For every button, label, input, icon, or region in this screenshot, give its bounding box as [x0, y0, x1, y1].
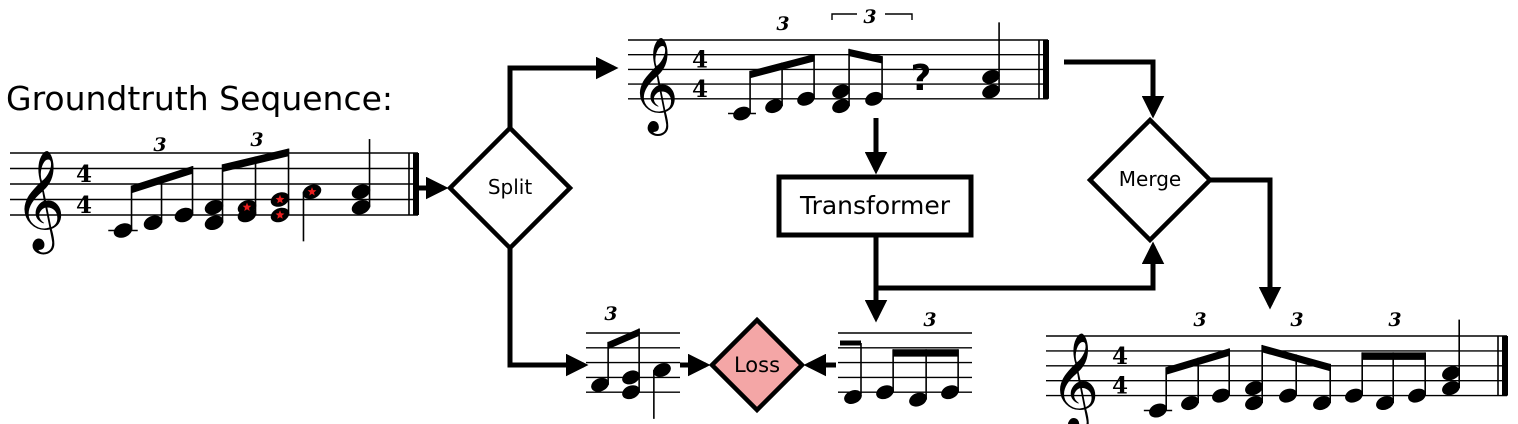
note-head: [909, 392, 927, 407]
note-head: [1408, 388, 1426, 403]
note-head: [1442, 366, 1460, 381]
merged-output-staff: 𝄞 4 4 3 3 3: [1046, 309, 1508, 424]
note-head: [765, 99, 783, 114]
merge-label: Merge: [1119, 167, 1181, 191]
note-head: [832, 84, 850, 99]
note-head: [143, 215, 163, 231]
masked-note-star: [307, 187, 317, 196]
tuplet-bracket: [831, 13, 913, 20]
tuplet-number: 3: [923, 309, 936, 331]
note-head: [733, 106, 751, 121]
time-signature-top: 4: [692, 46, 708, 73]
time-signature-bottom: 4: [692, 76, 708, 103]
note-head: [204, 199, 224, 215]
loss-label: Loss: [734, 353, 780, 377]
note-head: [1279, 388, 1297, 403]
note-head: [876, 385, 894, 400]
note-head: [844, 390, 862, 404]
final-barline-thick: [1502, 336, 1508, 396]
note-head: [1442, 381, 1460, 396]
note-beam: [222, 148, 289, 173]
arrow-split-to-target: [507, 248, 589, 377]
note-head: [982, 69, 1000, 84]
diagram-title: Groundtruth Sequence:: [6, 79, 393, 118]
time-signature-top: 4: [1112, 343, 1128, 370]
merge-node: Merge: [1086, 116, 1214, 244]
arrow-masked-to-merge: [1064, 59, 1165, 119]
treble-clef: 𝄞: [1050, 332, 1099, 424]
note-head: [622, 370, 640, 385]
note-beam: [1362, 352, 1426, 360]
loss-node: Loss: [708, 316, 806, 414]
note-head: [1245, 396, 1263, 411]
note-head: [1376, 396, 1394, 411]
final-barline-thick: [1043, 40, 1049, 99]
tuplet-number: 3: [1193, 309, 1206, 331]
note-beam: [131, 166, 193, 194]
masked-note-star: [275, 210, 285, 219]
time-signature-bottom: 4: [1112, 373, 1128, 400]
note-beam: [893, 349, 959, 357]
arrow-transformer-to-merge: [876, 241, 1165, 291]
target-fragment-staff: 3: [586, 303, 680, 419]
predicted-fragment-staff: 3: [838, 309, 972, 407]
note-head: [982, 84, 1000, 99]
tuplet-number: 3: [863, 6, 876, 28]
split-node: Split: [446, 124, 574, 252]
note-head: [1149, 403, 1167, 418]
note-head: [351, 184, 371, 200]
time-signature-bottom: 4: [76, 192, 92, 219]
tuplet-number: 3: [776, 13, 789, 35]
note-head: [832, 99, 850, 114]
split-label: Split: [488, 175, 533, 199]
note-head: [351, 199, 371, 215]
tuplet-number: 3: [1290, 309, 1303, 331]
tuplet-number: 3: [1388, 309, 1401, 331]
note-head: [174, 207, 194, 223]
transformer-node: Transformer: [776, 174, 974, 238]
transformer-label: Transformer: [799, 191, 951, 220]
masked-note-placeholder: ?: [911, 58, 932, 99]
note-beam: [608, 328, 640, 350]
note-head: [865, 91, 883, 106]
note-head: [1345, 388, 1363, 403]
note-head: [591, 377, 609, 392]
masked-note-star: [275, 194, 285, 204]
note-beam: [849, 48, 883, 64]
note-head: [653, 363, 671, 377]
note-head: [1313, 396, 1331, 411]
note-head: [941, 385, 959, 400]
note-beam: [750, 54, 815, 79]
note-head: [622, 385, 640, 400]
final-barline-thick: [413, 153, 419, 215]
masked-note-star: [242, 202, 252, 211]
note-head: [1245, 381, 1263, 396]
tuplet-number: 3: [153, 134, 166, 156]
arrow-merge-to-output: [1210, 177, 1282, 310]
tuplet-number: 3: [250, 129, 263, 151]
note-head: [204, 215, 224, 231]
note-beam: [1262, 344, 1331, 372]
tuplet-number: 3: [604, 303, 617, 325]
masked-input-staff: 𝄞 4 4 3 3?: [628, 6, 1049, 136]
treble-clef: 𝄞: [14, 149, 65, 254]
note-head: [797, 91, 815, 106]
note-head: [1181, 396, 1199, 411]
arrow-split-to-masked: [507, 56, 619, 128]
note-beam: [1166, 348, 1230, 375]
treble-clef: 𝄞: [630, 37, 679, 136]
note-head: [113, 223, 133, 238]
time-signature-top: 4: [76, 161, 92, 188]
note-head: [1212, 388, 1230, 403]
groundtruth-staff: 𝄞 4 4 3 3: [10, 129, 419, 254]
